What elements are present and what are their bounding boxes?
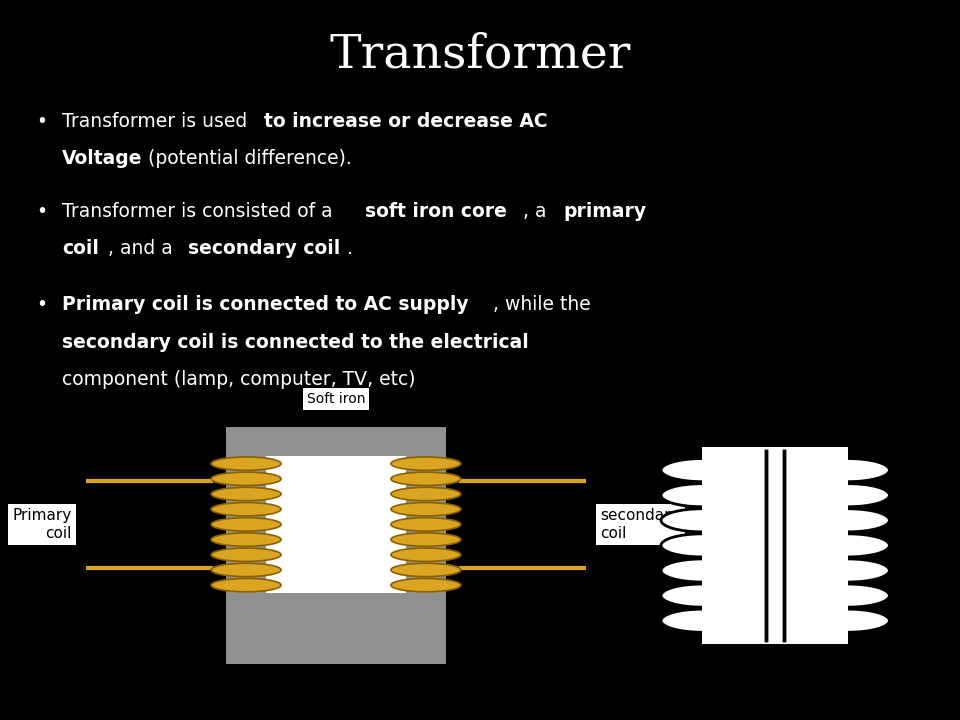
- Ellipse shape: [391, 457, 461, 470]
- Text: to increase or decrease AC: to increase or decrease AC: [264, 112, 547, 130]
- Ellipse shape: [661, 559, 743, 582]
- Ellipse shape: [661, 509, 743, 532]
- Text: secondary coil is connected to the electrical: secondary coil is connected to the elect…: [62, 333, 529, 351]
- Ellipse shape: [211, 548, 281, 562]
- Ellipse shape: [807, 584, 889, 607]
- Text: coil: coil: [62, 239, 99, 258]
- Bar: [776, 446, 849, 644]
- Text: primary: primary: [564, 202, 647, 220]
- Text: Transformer is used: Transformer is used: [62, 112, 253, 130]
- Ellipse shape: [807, 559, 889, 582]
- Text: Voltage: Voltage: [62, 149, 143, 168]
- Text: •: •: [36, 295, 48, 314]
- Ellipse shape: [807, 509, 889, 532]
- Ellipse shape: [211, 503, 281, 516]
- Ellipse shape: [211, 518, 281, 531]
- Text: secondary
coil: secondary coil: [601, 508, 680, 541]
- Ellipse shape: [211, 457, 281, 470]
- Ellipse shape: [661, 459, 743, 482]
- Ellipse shape: [391, 503, 461, 516]
- Text: soft iron core: soft iron core: [365, 202, 507, 220]
- Text: , while the: , while the: [492, 295, 590, 314]
- Ellipse shape: [661, 584, 743, 607]
- Ellipse shape: [661, 609, 743, 632]
- Text: secondary coil: secondary coil: [188, 239, 341, 258]
- Text: Symbol of transformer: Symbol of transformer: [689, 678, 861, 693]
- Ellipse shape: [807, 609, 889, 632]
- Text: Primary coil is connected to AC supply: Primary coil is connected to AC supply: [62, 295, 469, 314]
- Ellipse shape: [661, 484, 743, 507]
- Ellipse shape: [391, 563, 461, 577]
- Ellipse shape: [211, 472, 281, 485]
- Bar: [702, 446, 775, 644]
- Ellipse shape: [211, 563, 281, 577]
- Ellipse shape: [807, 459, 889, 482]
- Ellipse shape: [391, 533, 461, 546]
- Text: , and a: , and a: [108, 239, 179, 258]
- Text: Transformer: Transformer: [329, 32, 631, 78]
- Text: Soft iron: Soft iron: [307, 392, 365, 406]
- Text: .: .: [347, 239, 353, 258]
- Bar: [266, 456, 406, 593]
- Text: Primary
coil: Primary coil: [12, 508, 71, 541]
- Bar: [227, 427, 445, 664]
- Text: •: •: [36, 112, 48, 130]
- Text: (potential difference).: (potential difference).: [142, 149, 351, 168]
- Ellipse shape: [807, 534, 889, 557]
- Ellipse shape: [391, 518, 461, 531]
- Text: •: •: [36, 202, 48, 220]
- Text: Transformer is consisted of a: Transformer is consisted of a: [62, 202, 339, 220]
- Ellipse shape: [391, 487, 461, 500]
- Ellipse shape: [211, 487, 281, 500]
- Ellipse shape: [807, 484, 889, 507]
- Ellipse shape: [211, 578, 281, 592]
- Ellipse shape: [391, 578, 461, 592]
- Ellipse shape: [391, 472, 461, 485]
- Ellipse shape: [391, 548, 461, 562]
- Text: component (lamp, computer, TV, etc): component (lamp, computer, TV, etc): [62, 370, 416, 389]
- Ellipse shape: [661, 534, 743, 557]
- Ellipse shape: [211, 533, 281, 546]
- Text: , a: , a: [523, 202, 553, 220]
